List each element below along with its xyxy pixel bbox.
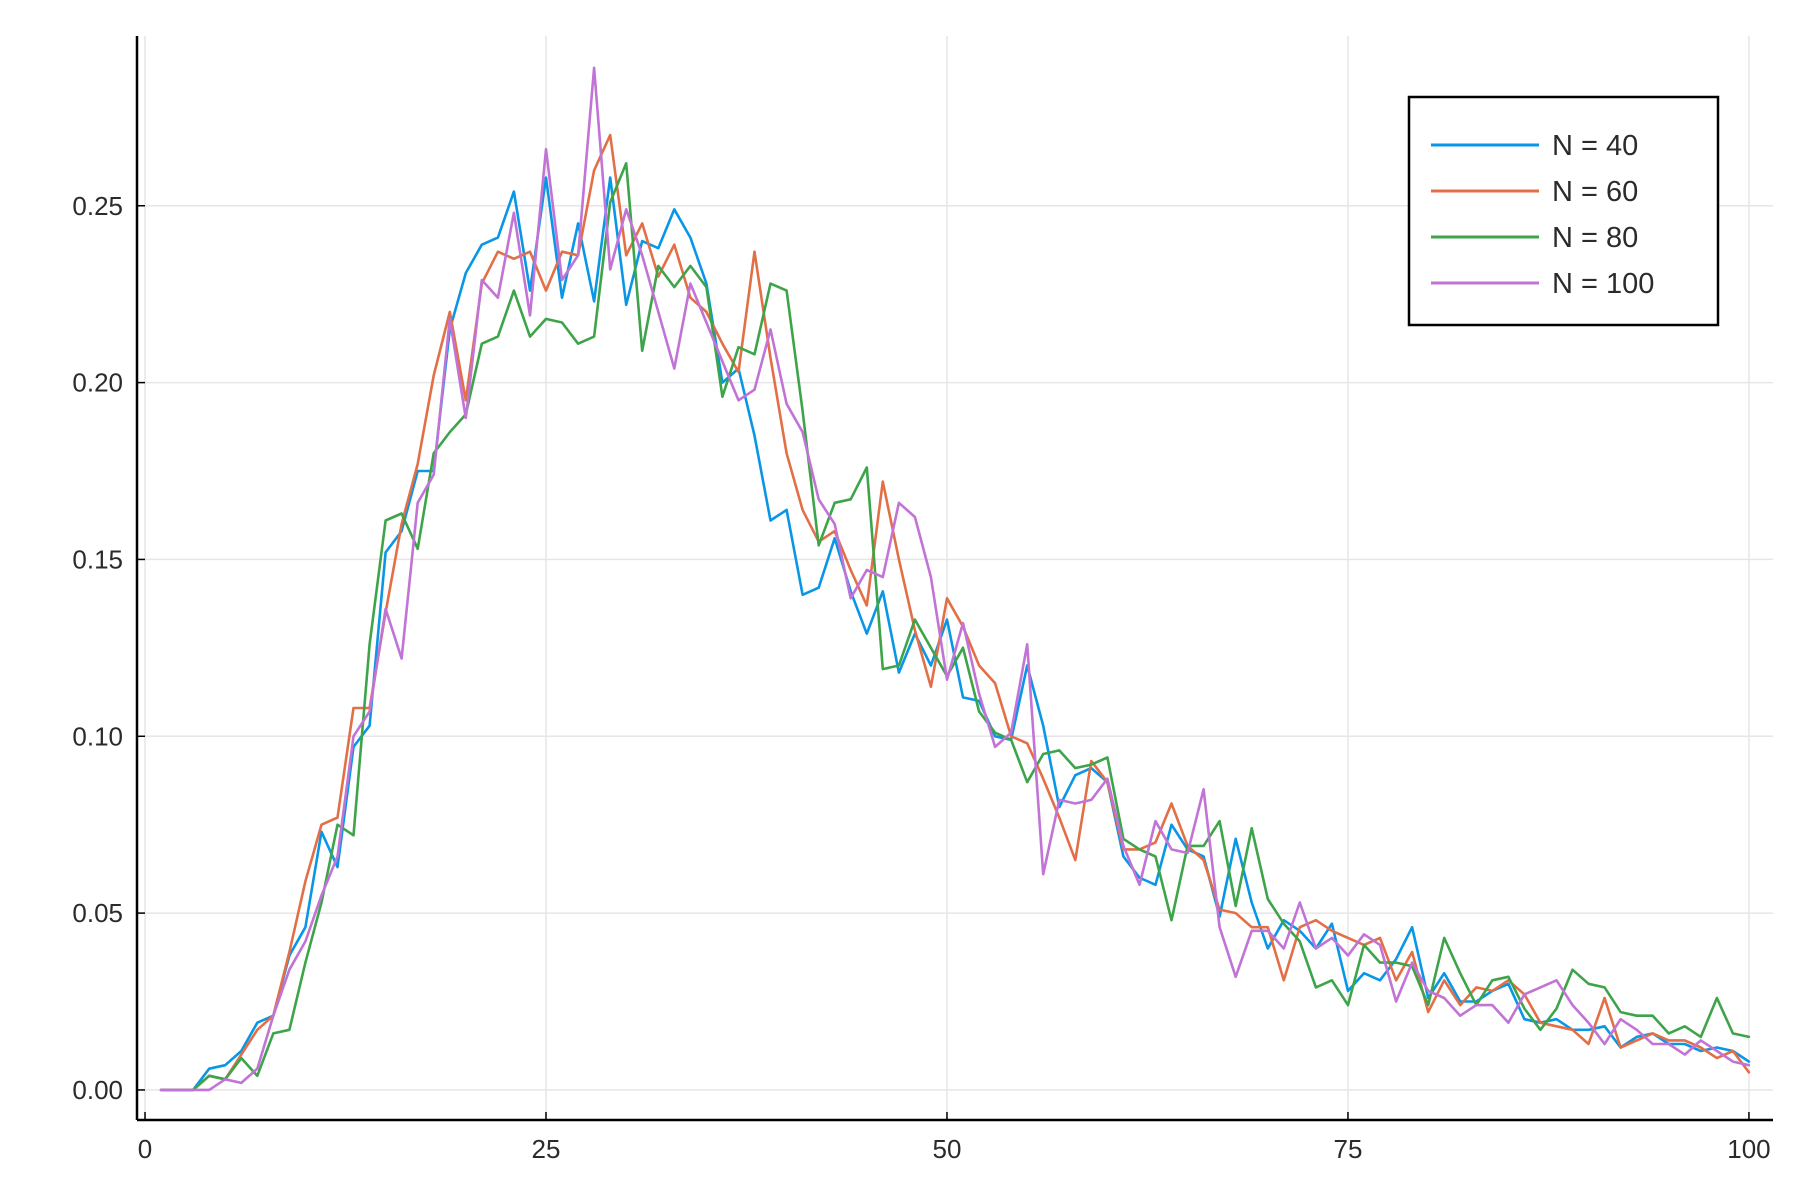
legend: N = 40 N = 60 N = 80 N = 100 [1407,95,1720,327]
series-line-1 [159,176,1751,1092]
y-tick-label: 0.25 [72,191,123,221]
series-line-3 [159,162,1751,1092]
series-group [159,66,1751,1092]
legend-label: N = 80 [1552,222,1638,254]
y-tick-label: 0.10 [72,721,123,751]
x-tick-label: 0 [138,1134,152,1164]
x-tick-label: 75 [1333,1134,1362,1164]
x-tick-label: 50 [933,1134,962,1164]
legend-label: N = 60 [1552,176,1638,208]
y-tick-label: 0.20 [72,368,123,398]
y-tick-label: 0.00 [72,1075,123,1105]
y-tick-label: 0.05 [72,898,123,928]
x-tick-label: 100 [1727,1134,1770,1164]
y-tick-label: 0.15 [72,544,123,574]
legend-box [1407,95,1720,327]
legend-label: N = 100 [1552,268,1654,300]
series-line-2 [159,133,1751,1092]
series-line-4 [159,66,1751,1092]
legend-label: N = 40 [1552,130,1638,162]
axes [135,36,1773,1122]
tick-labels: 0 25 50 75 100 0.00 0.05 0.10 0.15 0.20 0.25 [72,191,1770,1164]
x-tick-label: 25 [532,1134,561,1164]
